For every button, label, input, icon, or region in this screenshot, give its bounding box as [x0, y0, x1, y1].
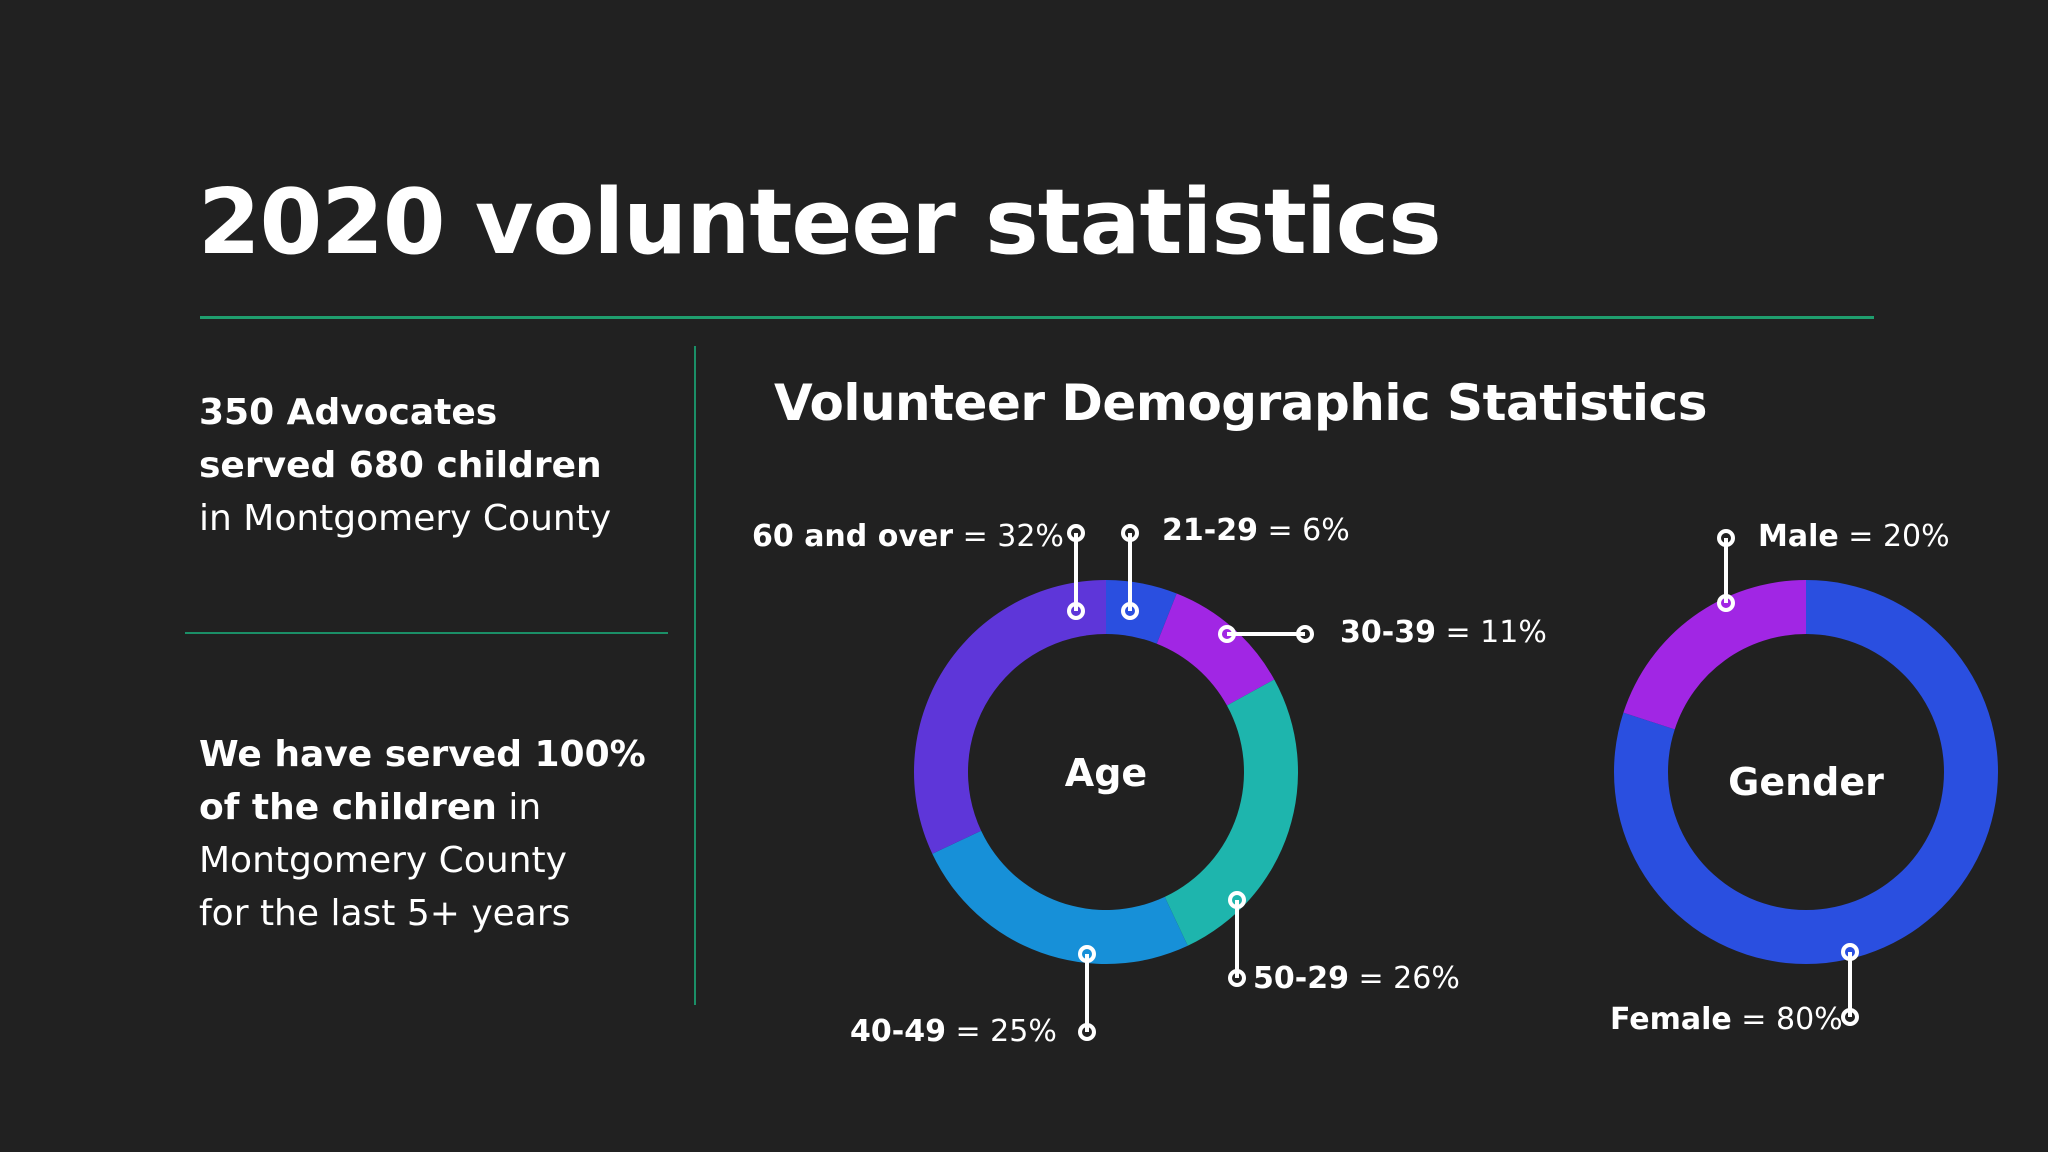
label-eq: = [1838, 519, 1883, 554]
leader-endpoint-icon [1841, 943, 1859, 961]
label-value: 32% [997, 519, 1064, 554]
leader-endpoint-icon [1121, 524, 1139, 542]
leader-endpoint-icon [1067, 524, 1085, 542]
label-eq: = [1257, 513, 1303, 548]
leader-endpoint-icon [1228, 969, 1246, 987]
advocates-stat: 350 Advocates served 680 children in Mon… [199, 386, 611, 545]
gender-chart-center-label: Gender [1728, 760, 1884, 804]
label-key: 21-29 [1162, 513, 1258, 548]
stat-line: 350 Advocates [199, 392, 498, 433]
label-gender-male: Male = 20% [1758, 522, 1950, 552]
stat-line-rest: in [496, 787, 542, 828]
leader-endpoint-icon [1717, 594, 1735, 612]
label-key: Female [1610, 1002, 1732, 1037]
column-divider [694, 346, 696, 1005]
leader-endpoint-icon [1841, 1008, 1859, 1026]
label-age-40-49: 40-49 = 25% [850, 1017, 1057, 1047]
leader-endpoint-icon [1228, 891, 1246, 909]
title-divider [200, 316, 1874, 319]
label-value: 25% [990, 1014, 1057, 1049]
leader-endpoint-icon [1121, 602, 1139, 620]
stat-line: of the children in [199, 781, 646, 834]
label-eq: = [953, 519, 998, 554]
label-age-21-29: 21-29 = 6% [1162, 516, 1350, 546]
label-eq: = [1348, 961, 1394, 996]
donut-segment-50-29 [1164, 679, 1298, 946]
leader-endpoint-icon [1078, 1023, 1096, 1041]
donut-segment-30-39 [1156, 593, 1275, 706]
stat-line: We have served 100% [199, 734, 646, 775]
label-age-50-29: 50-29 = 26% [1253, 964, 1460, 994]
label-value: 26% [1393, 961, 1460, 996]
donut-segment-male [1623, 580, 1806, 730]
leader-endpoint-icon [1296, 625, 1314, 643]
age-chart-center-label: Age [1064, 751, 1148, 795]
label-value: 6% [1302, 513, 1350, 548]
donut-segment-40-49 [932, 830, 1188, 964]
label-value: 11% [1480, 615, 1547, 650]
label-value: 80% [1775, 1002, 1843, 1037]
left-panel-divider [185, 632, 668, 634]
slide-title: 2020 volunteer statistics [198, 170, 1442, 275]
label-value: 20% [1882, 519, 1950, 554]
leader-endpoint-icon [1717, 529, 1735, 547]
label-leader-lines [1067, 524, 1859, 1041]
donut-segment-21-29 [1106, 580, 1177, 644]
label-age-60-and-over: 60 and over = 32% [752, 522, 1064, 552]
label-key: 30-39 [1340, 615, 1436, 650]
label-eq: = [1435, 615, 1481, 650]
leader-endpoint-icon [1067, 602, 1085, 620]
leader-endpoint-icon [1218, 625, 1236, 643]
stat-line-bold: of the children [199, 787, 497, 828]
label-eq: = [1731, 1002, 1776, 1037]
label-age-30-39: 30-39 = 11% [1340, 618, 1547, 648]
label-eq: = [945, 1014, 991, 1049]
stat-line: Montgomery County [199, 840, 567, 881]
stat-line: in Montgomery County [199, 498, 612, 539]
donut-segment-60-and-over [914, 580, 1106, 854]
leader-endpoint-icon [1078, 945, 1096, 963]
coverage-stat: We have served 100% of the children in M… [199, 728, 646, 940]
label-key: Male [1758, 519, 1839, 554]
age-donut-chart [914, 580, 1298, 964]
gender-donut-chart [1614, 580, 1998, 964]
label-key: 50-29 [1253, 961, 1349, 996]
stat-line: served 680 children [199, 445, 602, 486]
label-gender-female: Female = 80% [1610, 1005, 1843, 1035]
label-key: 40-49 [850, 1014, 946, 1049]
label-key: 60 and over [752, 519, 954, 554]
stat-line: for the last 5+ years [199, 893, 571, 934]
chart-section-title: Volunteer Demographic Statistics [774, 374, 1707, 432]
